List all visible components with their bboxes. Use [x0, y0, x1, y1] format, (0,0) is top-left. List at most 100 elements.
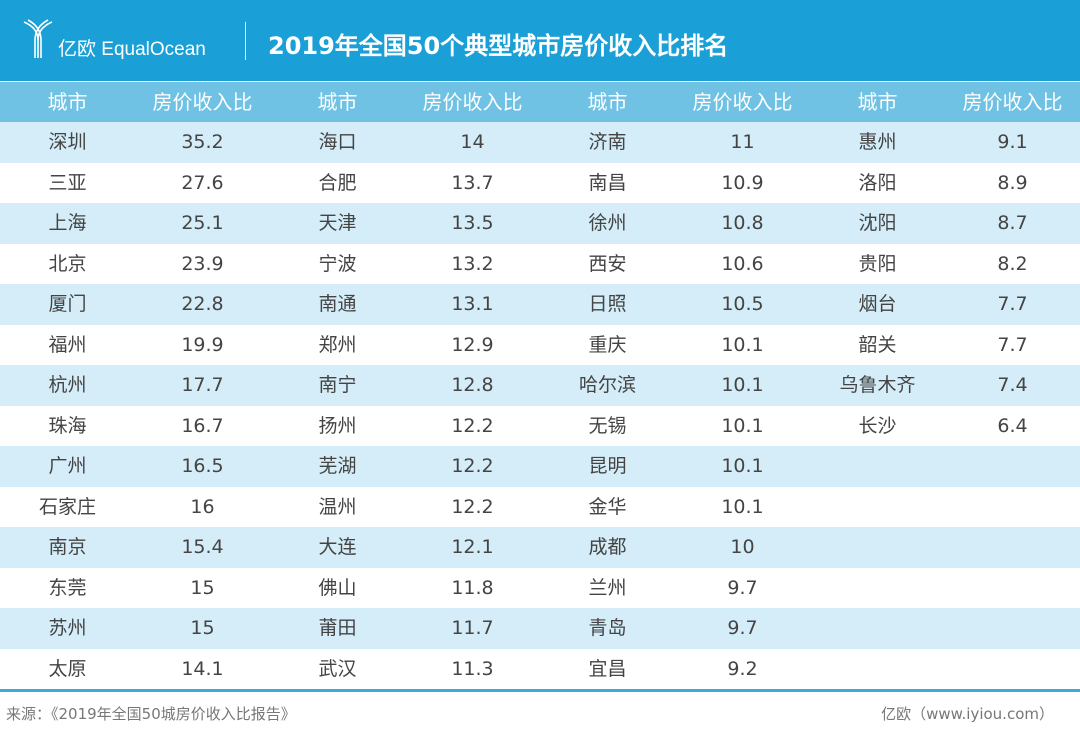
city-cell: 无锡: [588, 414, 627, 437]
ratio-cell: 11.8: [451, 576, 494, 599]
ratio-cell: 16: [190, 495, 215, 518]
column-header: 房价收入比: [422, 90, 523, 114]
table-row: 南京 15.4 大连 12.1 成都 10: [0, 527, 1080, 568]
city-cell: 佛山: [318, 576, 357, 599]
city-cell: [810, 446, 945, 487]
ratio-cell: 10.1: [721, 414, 764, 437]
ratio-cell: 10.9: [721, 171, 764, 194]
city-cell: [810, 527, 945, 568]
ratio-cell: 12.2: [451, 414, 494, 437]
ratio-cell: 13.5: [451, 212, 494, 234]
table-row: 上海 25.1 天津 13.5 徐州 10.8 沈阳 8.7: [0, 203, 1080, 244]
equalocean-logo-icon: [23, 19, 53, 58]
table-row: 深圳 35.2 海口 14 济南 11 惠州 9.1: [0, 122, 1080, 163]
ratio-cell: 10.8: [721, 212, 764, 234]
city-cell: 烟台: [858, 293, 897, 315]
brand-name-cn: 亿欧: [58, 39, 97, 60]
table-row: 东莞 15 佛山 11.8 兰州 9.7: [0, 568, 1080, 609]
ratio-cell: 27.6: [181, 171, 224, 194]
city-cell: 长沙: [858, 414, 897, 437]
ratio-cell: 15: [190, 576, 215, 599]
table-row: 苏州 15 莆田 11.7 青岛 9.7: [0, 608, 1080, 649]
city-cell: 西安: [588, 252, 627, 275]
column-header: 城市: [857, 90, 898, 114]
table-row: 珠海 16.7 扬州 12.2 无锡 10.1 长沙 6.4: [0, 406, 1080, 447]
ratio-cell: [945, 649, 1080, 690]
brand-name-en: EqualOcean: [101, 39, 206, 60]
ratio-cell: 7.7: [997, 293, 1028, 315]
ratio-cell: 35.2: [181, 131, 224, 153]
city-cell: 重庆: [588, 333, 627, 356]
ratio-cell: 9.2: [727, 657, 758, 680]
city-cell: 南昌: [588, 171, 627, 194]
city-cell: 金华: [588, 495, 627, 518]
ratio-cell: 12.2: [451, 455, 494, 477]
city-cell: [810, 608, 945, 649]
city-cell: 宜昌: [588, 657, 627, 680]
column-header: 房价收入比: [962, 90, 1063, 114]
ratio-cell: [945, 446, 1080, 487]
ratio-cell: 9.7: [727, 617, 758, 639]
table-row: 福州 19.9 郑州 12.9 重庆 10.1 韶关 7.7: [0, 325, 1080, 366]
ratio-cell: 16.7: [181, 414, 224, 437]
city-cell: 哈尔滨: [578, 374, 636, 396]
city-cell: 苏州: [48, 617, 87, 639]
city-cell: [810, 649, 945, 690]
city-cell: 成都: [588, 536, 627, 558]
source-note: 来源：《2019年全国50城房价收入比报告》: [6, 705, 296, 723]
city-cell: 广州: [48, 455, 87, 477]
ratio-cell: 9.1: [997, 131, 1028, 153]
ratio-cell: 8.7: [997, 212, 1028, 234]
city-cell: 芜湖: [318, 455, 357, 477]
column-header: 房价收入比: [152, 90, 253, 114]
city-cell: 韶关: [858, 333, 897, 356]
table-row: 石家庄 16 温州 12.2 金华 10.1: [0, 487, 1080, 528]
column-header: 房价收入比: [692, 90, 793, 114]
table-row: 广州 16.5 芜湖 12.2 昆明 10.1: [0, 446, 1080, 487]
ratio-cell: [945, 608, 1080, 649]
ratio-cell: 7.7: [997, 333, 1028, 356]
ratio-cell: 12.1: [451, 536, 494, 558]
city-cell: 三亚: [48, 171, 87, 194]
city-cell: 兰州: [588, 576, 627, 599]
ratio-cell: 12.8: [451, 374, 494, 396]
ratio-cell: 15: [190, 617, 215, 639]
ratio-cell: 15.4: [181, 536, 224, 558]
city-cell: 洛阳: [858, 171, 897, 194]
city-cell: 青岛: [588, 617, 627, 639]
city-cell: 济南: [588, 131, 627, 153]
ratio-cell: 13.7: [451, 171, 494, 194]
ratio-cell: 10: [730, 536, 755, 558]
city-cell: 杭州: [48, 374, 87, 396]
column-header: 城市: [317, 90, 358, 114]
ratio-cell: 12.2: [451, 495, 494, 518]
city-cell: 沈阳: [858, 212, 897, 234]
table-row: 厦门 22.8 南通 13.1 日照 10.5 烟台 7.7: [0, 284, 1080, 325]
ratio-cell: 14: [460, 131, 485, 153]
ratio-cell: 10.1: [721, 455, 764, 477]
ratio-cell: 9.7: [727, 576, 758, 599]
ratio-cell: 13.2: [451, 252, 494, 275]
table-body: 深圳 35.2 海口 14 济南 11 惠州 9.1 三亚 27.6 合肥 13.7 南昌 10.9 洛阳 8…: [0, 122, 1080, 689]
city-cell: 宁波: [318, 252, 357, 275]
ratio-cell: [945, 568, 1080, 609]
city-cell: 海口: [318, 131, 357, 153]
city-cell: 大连: [318, 536, 357, 558]
city-cell: 太原: [48, 657, 87, 680]
city-cell: 福州: [48, 333, 87, 356]
ratio-cell: 6.4: [997, 414, 1028, 437]
ratio-cell: 25.1: [181, 212, 224, 234]
column-header: 城市: [47, 90, 88, 114]
ratio-cell: 10.1: [721, 333, 764, 356]
table-header: 城市 房价收入比 城市 房价收入比 城市 房价收入比 城市 房价收入比: [0, 82, 1080, 122]
table-row: 北京 23.9 宁波 13.2 西安 10.6 贵阳 8.2: [0, 244, 1080, 285]
ratio-cell: 11: [730, 131, 755, 153]
ratio-cell: 10.1: [721, 495, 764, 518]
city-cell: 郑州: [318, 333, 357, 356]
city-cell: 昆明: [588, 455, 627, 477]
ratio-cell: 19.9: [181, 333, 224, 356]
ratio-cell: [945, 487, 1080, 528]
city-cell: 天津: [318, 212, 357, 234]
city-cell: 武汉: [318, 657, 357, 680]
city-cell: 南京: [48, 536, 87, 558]
